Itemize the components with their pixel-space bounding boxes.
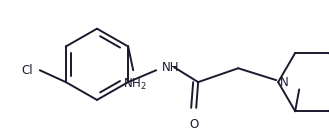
Text: N: N	[280, 76, 289, 89]
Text: O: O	[190, 118, 199, 131]
Text: NH: NH	[162, 61, 180, 74]
Text: Cl: Cl	[21, 64, 33, 77]
Text: NH$_2$: NH$_2$	[123, 77, 147, 92]
